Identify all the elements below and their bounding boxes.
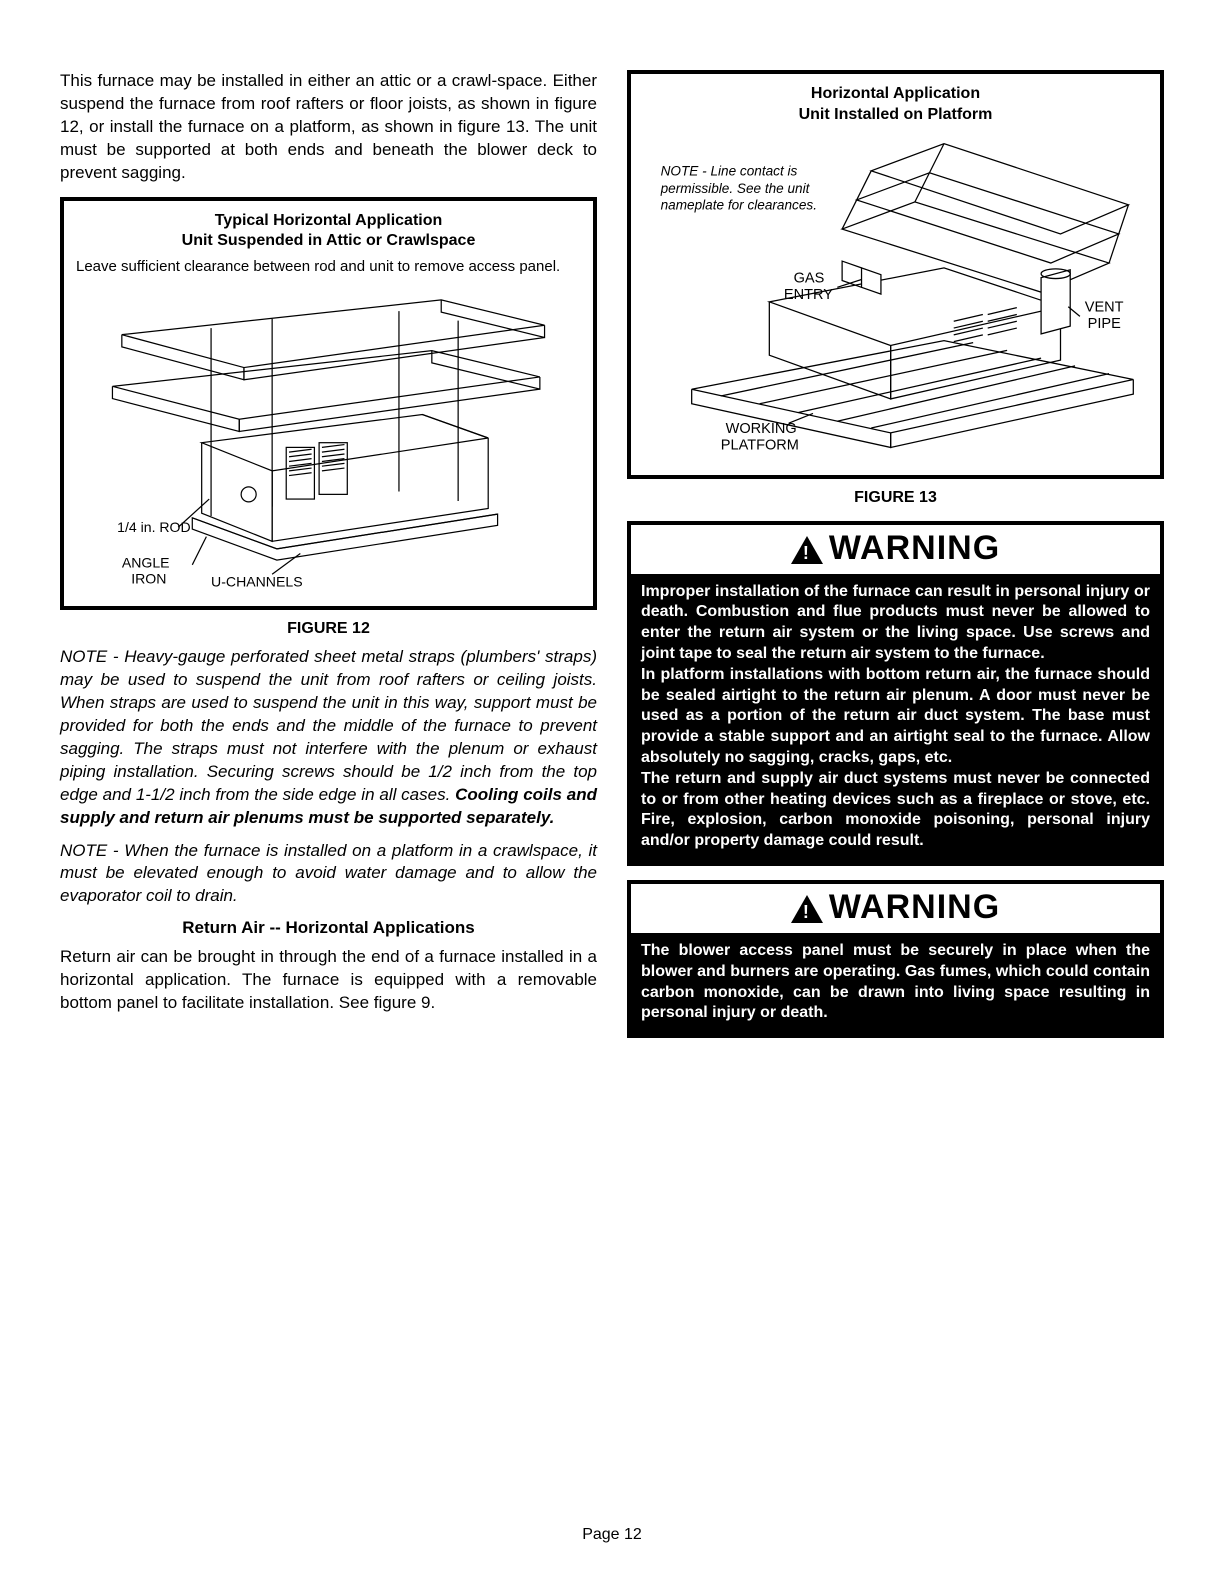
warning-1: WARNING Improper installation of the fur…	[627, 521, 1164, 866]
fig13-note: NOTE - Line contact is permissible. See …	[661, 163, 855, 214]
warning-2-body: The blower access panel must be securely…	[631, 933, 1160, 1034]
note-1: NOTE - Heavy-gauge perforated sheet meta…	[60, 646, 597, 830]
label-pipe: PIPE	[1088, 316, 1121, 332]
label-rod: 1/4 in. ROD	[117, 519, 191, 535]
label-gas: GAS	[794, 270, 825, 286]
label-iron: IRON	[131, 571, 166, 587]
fig13-title-2: Unit Installed on Platform	[799, 106, 993, 123]
fig12-caption: FIGURE 12	[60, 620, 597, 638]
fig12-note: Leave sufficient clearance between rod a…	[76, 258, 581, 277]
fig13-title-1: Horizontal Application	[811, 85, 980, 102]
return-air-subhead: Return Air -- Horizontal Applications	[60, 918, 597, 938]
fig13-caption: FIGURE 13	[627, 489, 1164, 507]
warning-1-head: WARNING	[829, 529, 1000, 568]
warning-1-p1: Improper installation of the furnace can…	[641, 582, 1150, 665]
warning-1-p2: In platform installations with bottom re…	[641, 665, 1150, 769]
label-platform: PLATFORM	[721, 437, 799, 453]
page-number: Page 12	[0, 1526, 1224, 1544]
intro-text: This furnace may be installed in either …	[60, 70, 597, 185]
figure-13-box: Horizontal Application Unit Installed on…	[627, 70, 1164, 479]
warning-triangle-icon	[791, 895, 823, 923]
warning-triangle-icon	[791, 536, 823, 564]
warning-2: WARNING The blower access panel must be …	[627, 880, 1164, 1038]
figure-13-drawing: NOTE - Line contact is permissible. See …	[643, 132, 1148, 462]
label-entry: ENTRY	[784, 287, 833, 303]
return-air-body: Return air can be brought in through the…	[60, 946, 597, 1015]
label-vent: VENT	[1085, 299, 1124, 315]
label-uchannels: U-CHANNELS	[211, 573, 303, 589]
warning-2-head: WARNING	[829, 888, 1000, 927]
fig12-title-2: Unit Suspended in Attic or Crawlspace	[182, 232, 476, 249]
label-angle: ANGLE	[122, 555, 170, 571]
label-working: WORKING	[726, 420, 797, 436]
warning-1-p3: The return and supply air duct systems m…	[641, 769, 1150, 852]
figure-12-box: Typical Horizontal Application Unit Susp…	[60, 197, 597, 610]
note-2: NOTE - When the furnace is installed on …	[60, 840, 597, 909]
figure-12-drawing: 1/4 in. ROD ANGLE IRON U-CHANNELS	[76, 283, 581, 593]
fig12-title-1: Typical Horizontal Application	[215, 212, 443, 229]
